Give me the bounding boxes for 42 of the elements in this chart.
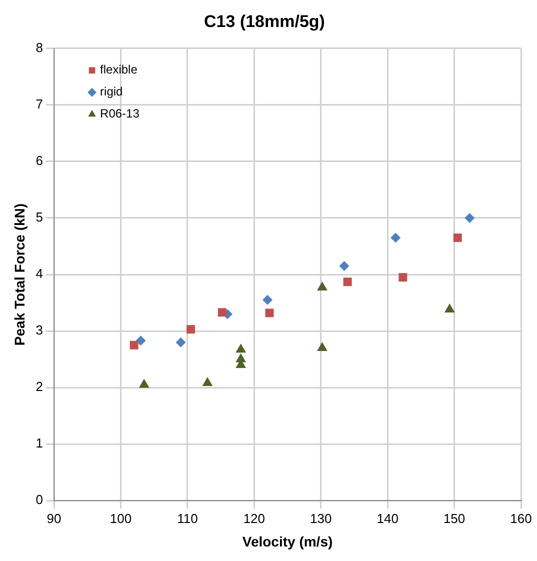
x-tick-label: 160 [510, 510, 532, 526]
legend-label: R06-13 [100, 106, 140, 121]
y-tick-label: 0 [36, 492, 44, 508]
point [265, 308, 274, 318]
legend-label: rigid [100, 84, 123, 99]
point [262, 294, 272, 305]
y-tick-label: 8 [36, 40, 44, 55]
y-tick-label: 4 [36, 266, 44, 282]
point [390, 232, 401, 243]
point [236, 344, 246, 353]
y-axis-title: Peak Total Force (kN) [11, 203, 28, 346]
point [136, 336, 146, 346]
point [398, 273, 408, 282]
x-tick-label: 110 [177, 510, 198, 526]
point [218, 308, 226, 317]
x-tick-label: 90 [46, 510, 62, 526]
point [176, 337, 186, 348]
y-tick-label: 6 [36, 153, 44, 168]
y-tick-label: 5 [36, 210, 44, 225]
point [317, 342, 328, 351]
x-axis-title: Velocity (m/s) [242, 533, 333, 550]
y-tick-label: 1 [36, 436, 44, 451]
point [202, 377, 213, 386]
point [138, 378, 150, 388]
x-tick-label: 120 [243, 510, 266, 526]
y-tick-label: 3 [36, 322, 44, 338]
chart-title: C13 (18mm/5g) [204, 12, 325, 31]
legend-label: flexible [100, 62, 138, 77]
x-tick-label: 140 [376, 510, 398, 526]
x-tick-label: 130 [310, 510, 332, 526]
point [453, 234, 462, 242]
point [444, 304, 455, 313]
x-tick-label: 150 [443, 510, 466, 526]
point [317, 282, 328, 290]
point [130, 340, 138, 350]
point [343, 278, 352, 286]
point [186, 325, 196, 334]
y-tick-label: 2 [36, 379, 44, 394]
point [339, 261, 350, 272]
x-tick-label: 100 [110, 510, 132, 526]
y-tick-label: 7 [36, 96, 44, 112]
point [464, 212, 475, 223]
